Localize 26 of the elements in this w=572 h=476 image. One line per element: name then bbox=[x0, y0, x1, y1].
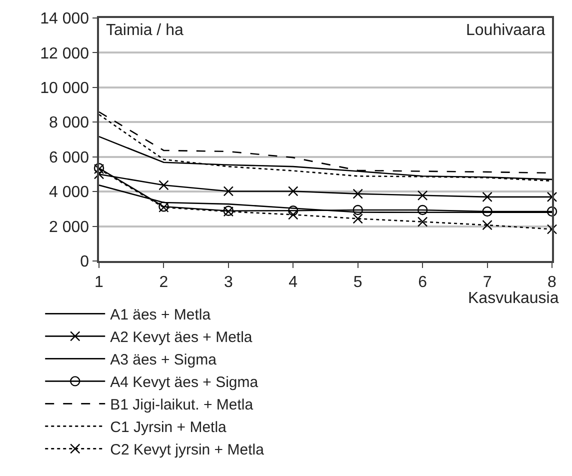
x-tick-label: 4 bbox=[288, 274, 298, 291]
y-axis-title: Taimia / ha bbox=[106, 22, 184, 39]
x-tick-label: 6 bbox=[418, 274, 428, 291]
x-tick-label: 5 bbox=[353, 274, 362, 291]
y-tick-label: 4 000 bbox=[49, 184, 90, 202]
y-tick-label: 0 bbox=[80, 254, 90, 271]
y-tick-label: 10 000 bbox=[40, 80, 90, 98]
y-tick-label: 2 000 bbox=[49, 218, 90, 236]
y-tick-label: 8 000 bbox=[49, 114, 90, 132]
legend-label: C1 Jyrsin + Metla bbox=[110, 419, 228, 436]
x-tick-label: 2 bbox=[159, 274, 168, 291]
legend-label: A4 Kevyt äes + Sigma bbox=[110, 374, 259, 392]
y-tick-label: 14 000 bbox=[40, 10, 90, 28]
legend-label: B1 Jigi-laikut. + Metla bbox=[110, 396, 254, 414]
y-tick-label: 6 000 bbox=[49, 149, 90, 166]
legend-label: C2 Kevyt jyrsin + Metla bbox=[110, 442, 265, 459]
chart-title: Louhivaara bbox=[466, 22, 546, 39]
y-tick-label: 12 000 bbox=[40, 45, 90, 62]
x-axis-title: Kasvukausia bbox=[468, 290, 559, 307]
x-tick-label: 8 bbox=[548, 274, 557, 291]
x-tick-label: 7 bbox=[482, 274, 492, 291]
legend-label: A2 Kevyt äes + Metla bbox=[110, 329, 253, 346]
legend-label: A3 äes + Sigma bbox=[110, 352, 218, 369]
legend-label: A1 äes + Metla bbox=[110, 306, 212, 324]
x-tick-label: 1 bbox=[94, 274, 104, 291]
x-tick-label: 3 bbox=[224, 274, 233, 291]
